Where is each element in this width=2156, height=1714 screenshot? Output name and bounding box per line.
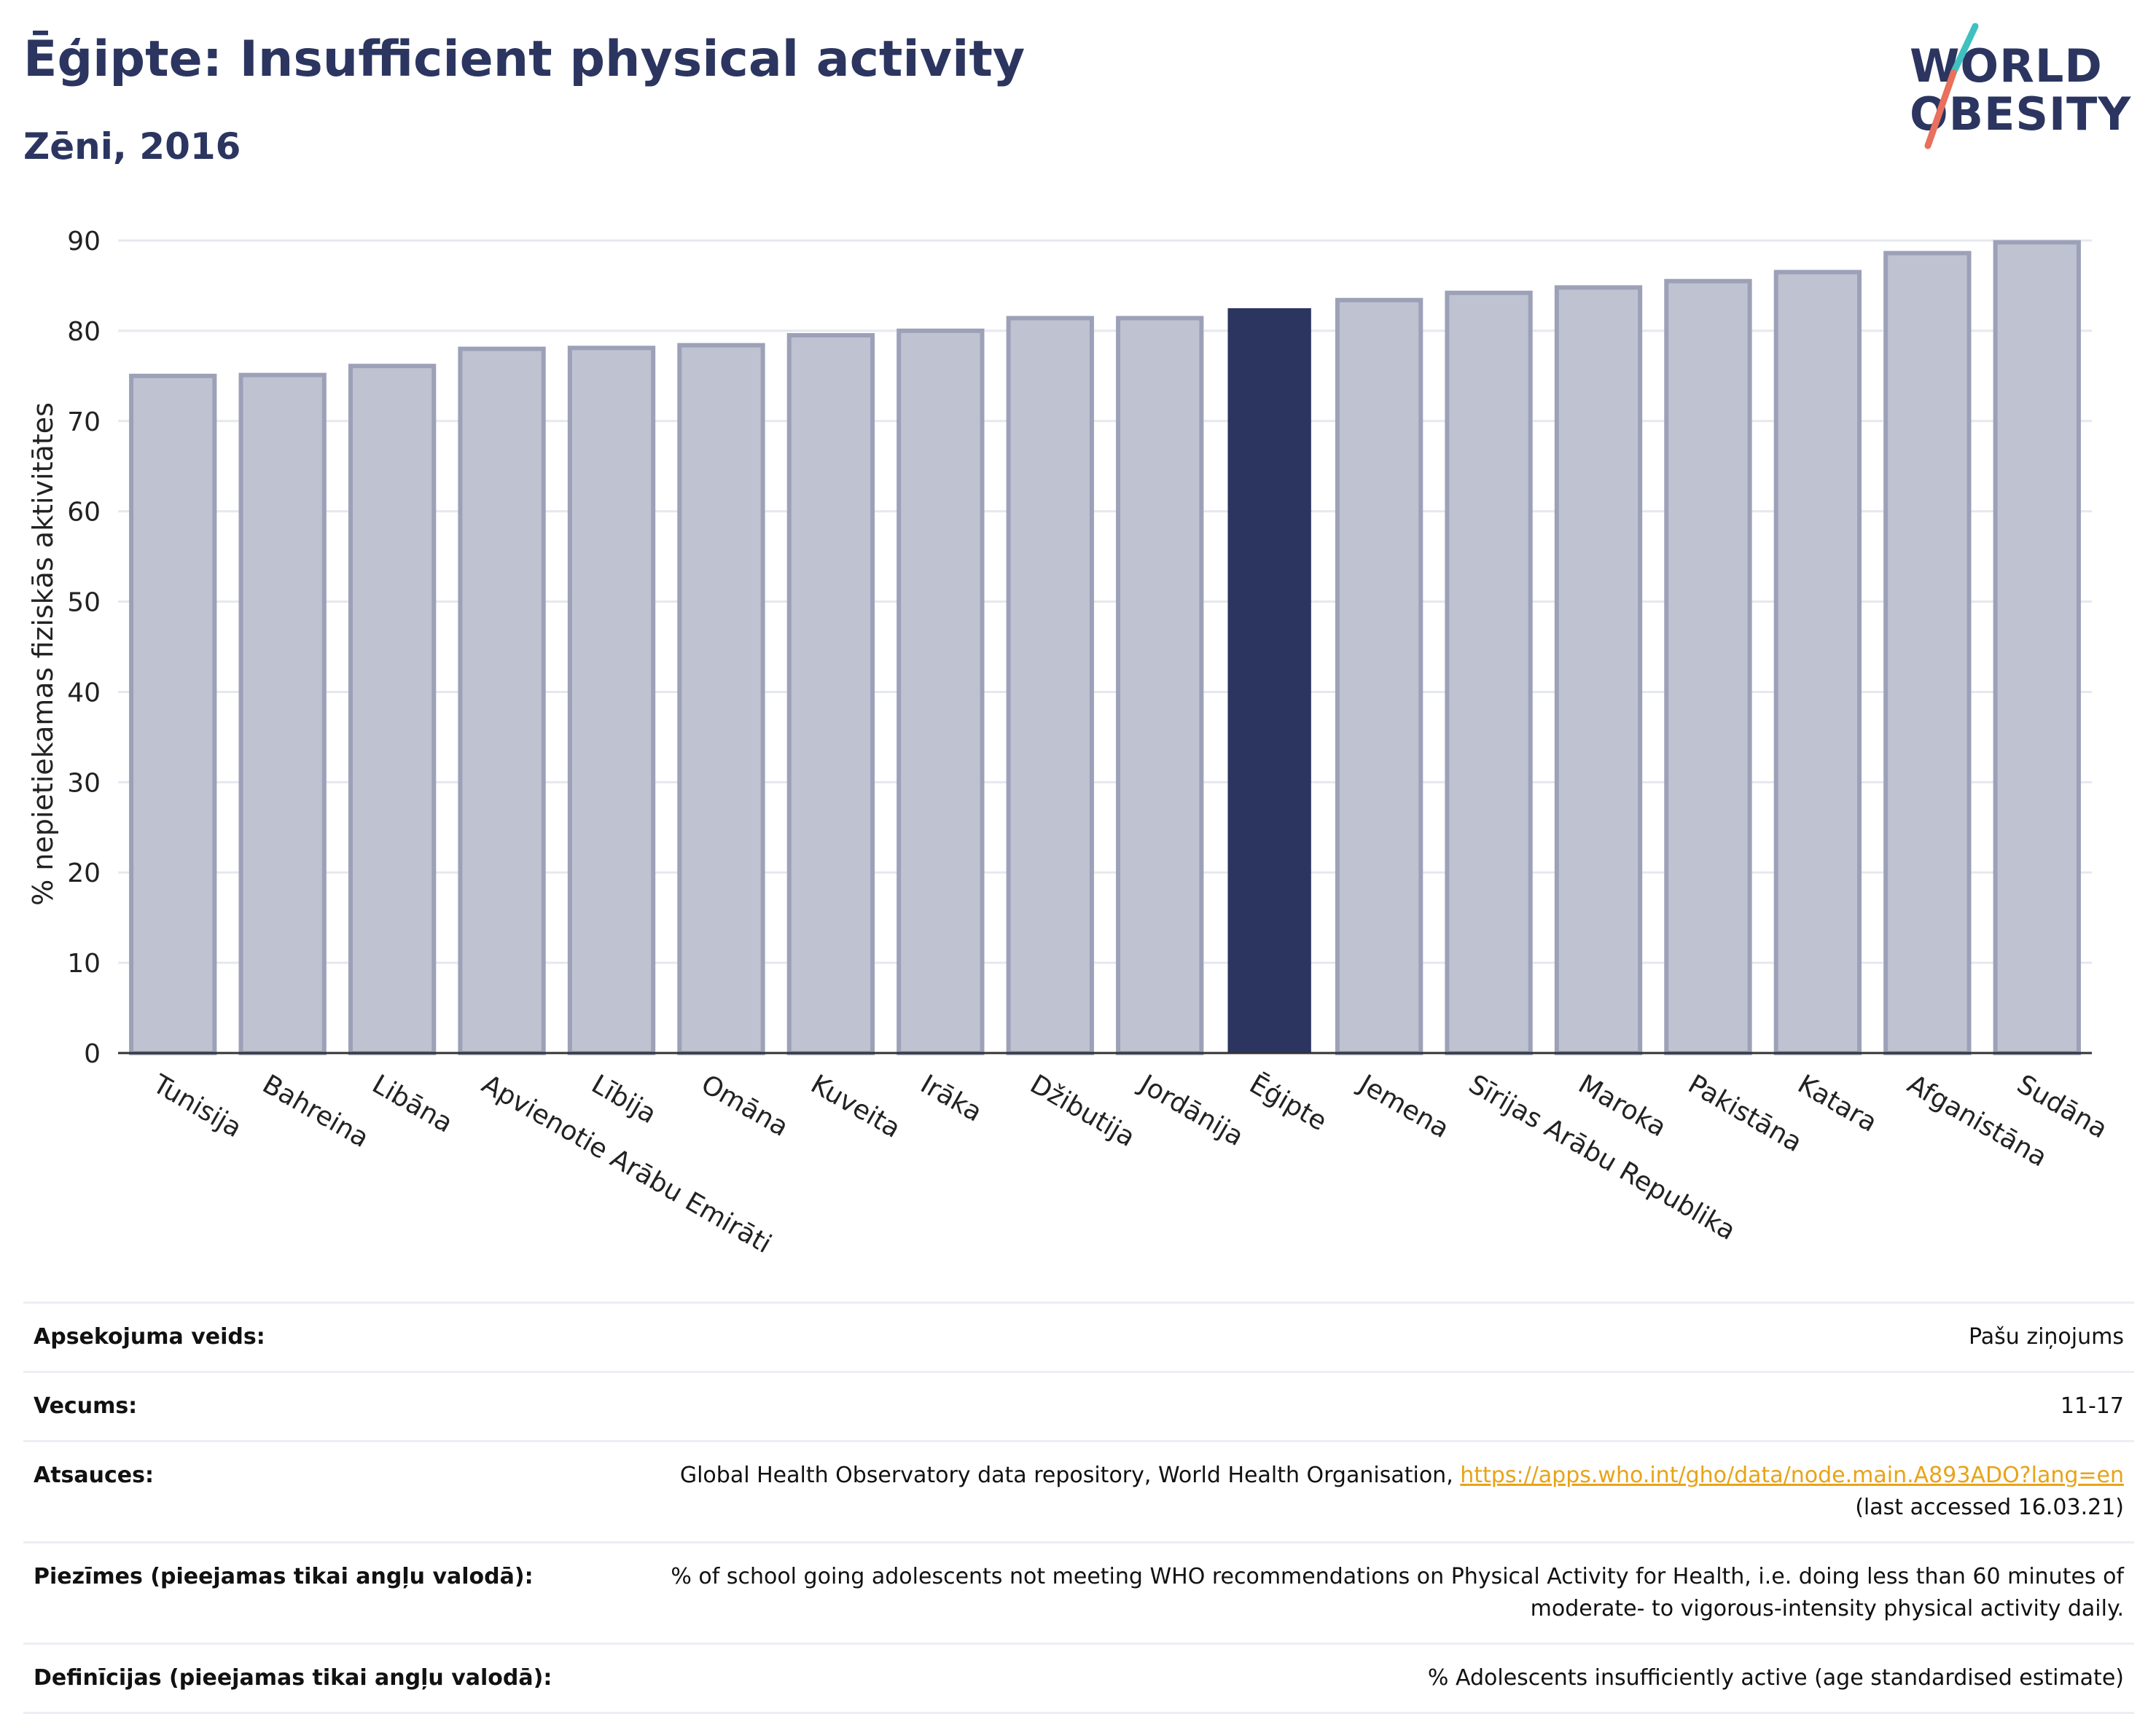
bar [1006, 316, 1094, 1056]
world-obesity-logo[interactable]: WORLD OBESITY [1888, 22, 2150, 160]
y-tick-label: 90 [67, 227, 101, 257]
bar [1993, 240, 2081, 1055]
page-title: Ēģipte: Insufficient physical activity [23, 31, 1026, 88]
y-tick-label: 50 [67, 588, 101, 618]
info-row-notes: Piezīmes (pieejamas tikai angļu valodā):… [23, 1541, 2134, 1645]
x-tick-label: Džibutija [1025, 1069, 1140, 1153]
info-row-survey-type: Apsekojuma veids: Pašu ziņojums [23, 1302, 2134, 1373]
x-tick-label: Libāna [367, 1069, 458, 1138]
info-value-references: Global Health Observatory data repositor… [598, 1440, 2134, 1543]
bar-chart: 0 10 20 30 40 50 60 70 80 90 Tunisija BahreinaLibā… [27, 227, 2112, 1259]
bar [1773, 270, 1862, 1056]
x-tick-label: Lībija [587, 1069, 662, 1130]
info-value: Pašu ziņojums [598, 1302, 2134, 1373]
x-tick-label: Pakistāna [1683, 1069, 1807, 1158]
x-tick-label: Tunisija [147, 1069, 247, 1143]
bar [1883, 251, 1972, 1055]
logo-text-world: WORLD [1910, 39, 2103, 93]
x-tick-label: Omāna [696, 1069, 793, 1143]
info-row-definitions: Definīcijas (pieejamas tikai angļu valod… [23, 1643, 2134, 1714]
y-tick-label: 20 [67, 858, 101, 888]
bar [1445, 290, 1533, 1055]
bar [458, 346, 546, 1055]
x-tick-label: Jordānija [1133, 1068, 1249, 1152]
x-tick-label: Kuveita [805, 1069, 905, 1144]
info-label: Apsekojuma veids: [23, 1302, 598, 1373]
bar [1554, 285, 1643, 1055]
y-tick-labels: 0 10 20 30 40 50 60 70 80 90 [67, 227, 101, 1069]
x-tick-label: Bahreina [257, 1069, 374, 1154]
info-table: Apsekojuma veids: Pašu ziņojums Vecums: … [23, 1302, 2134, 1714]
notes-line-1: % of school going adolescents not meetin… [671, 1564, 2124, 1589]
notes-line-2: moderate- to vigorous-intensity physical… [1530, 1596, 2124, 1621]
gridlines [118, 239, 2092, 964]
info-label: Piezīmes (pieejamas tikai angļu valodā): [23, 1541, 598, 1645]
reference-accessed: (last accessed 16.03.21) [1855, 1495, 2124, 1520]
info-row-age: Vecums: 11-17 [23, 1371, 2134, 1442]
x-tick-label: Katara [1792, 1069, 1882, 1138]
info-row-references: Atsauces: Global Health Observatory data… [23, 1440, 2134, 1543]
y-tick-label: 70 [67, 407, 101, 437]
page-subtitle: Zēni, 2016 [23, 125, 241, 168]
y-tick-label: 80 [67, 317, 101, 347]
info-label: Definīcijas (pieejamas tikai angļu valod… [23, 1643, 598, 1714]
info-value-notes: % of school going adolescents not meetin… [598, 1541, 2134, 1645]
bar-highlight [1227, 308, 1311, 1053]
reference-text: Global Health Observatory data repositor… [679, 1463, 1461, 1488]
y-tick-label: 30 [67, 768, 101, 798]
bar [1116, 316, 1204, 1056]
info-label: Atsauces: [23, 1440, 598, 1543]
y-tick-label: 40 [67, 678, 101, 708]
info-label: Vecums: [23, 1371, 598, 1442]
info-value: % Adolescents insufficiently active (age… [598, 1643, 2134, 1714]
bar [786, 333, 875, 1056]
reference-link[interactable]: https://apps.who.int/gho/data/node.main.… [1460, 1463, 2124, 1488]
info-value: 11-17 [598, 1371, 2134, 1442]
bar [1664, 278, 1752, 1055]
x-tick-label: Ēģipte [1244, 1069, 1332, 1137]
bar [348, 364, 437, 1055]
bar [897, 328, 985, 1055]
y-axis-label: % nepietiekamas fiziskās aktivitātes [27, 402, 59, 906]
x-tick-label: Jemena [1353, 1068, 1454, 1144]
bar [129, 373, 217, 1056]
y-tick-label: 0 [84, 1039, 101, 1069]
bar [238, 372, 327, 1056]
y-tick-label: 10 [67, 949, 101, 979]
y-tick-label: 60 [67, 498, 101, 528]
bar [567, 345, 656, 1055]
logo-slash-icon [1924, 23, 1979, 149]
bars [129, 240, 2081, 1056]
bar [677, 343, 765, 1055]
x-tick-label: Irāka [915, 1069, 987, 1127]
bar [1335, 297, 1423, 1055]
